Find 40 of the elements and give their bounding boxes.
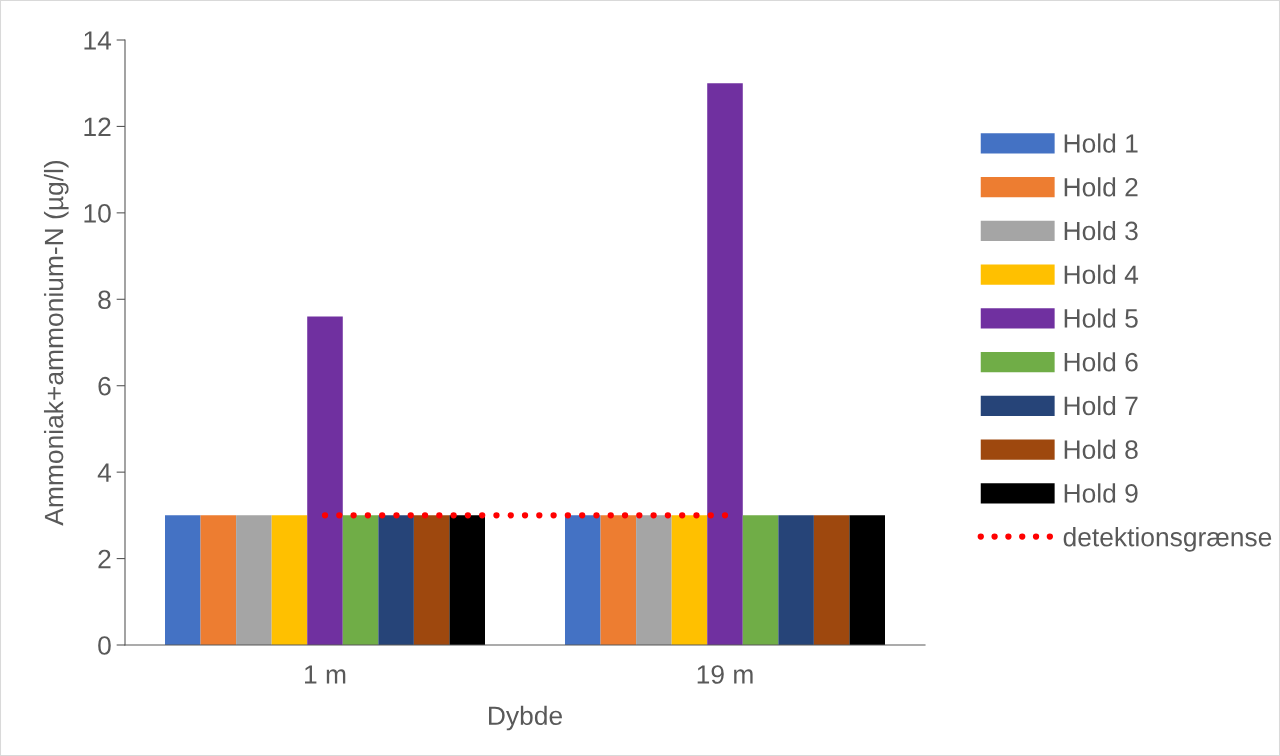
bar — [236, 515, 272, 645]
y-tick-label: 12 — [84, 117, 111, 136]
bar — [636, 515, 672, 645]
legend-label: Hold 4 — [1064, 264, 1139, 285]
legend-label: detektionsgrænse — [1063, 527, 1272, 552]
bar — [307, 316, 343, 645]
x-tick-label: 1 m — [305, 665, 346, 684]
legend-label: Hold 9 — [1064, 483, 1138, 503]
y-tick-label: 4 — [97, 463, 112, 482]
legend-label: Hold 1 — [1064, 133, 1138, 153]
y-tick-label: 8 — [98, 290, 111, 310]
bar — [378, 515, 414, 645]
legend-label: Hold 6 — [1064, 352, 1138, 372]
bar — [449, 515, 485, 645]
bar — [742, 515, 779, 645]
legend-label: Hold 5 — [1064, 308, 1138, 328]
bar — [600, 515, 637, 645]
bar — [200, 515, 237, 645]
legend-label: Hold 7 — [1064, 395, 1138, 416]
y-tick-label: 2 — [98, 549, 111, 569]
bar — [849, 515, 885, 645]
y-tick-label: 14 — [84, 31, 112, 50]
bar — [813, 515, 850, 645]
bar — [565, 515, 601, 645]
y-tick-label: 0 — [98, 636, 111, 655]
bar — [342, 515, 379, 645]
bar — [271, 515, 308, 645]
bar — [413, 515, 450, 645]
bar — [165, 515, 201, 645]
y-tick-label: 6 — [98, 376, 111, 396]
x-axis-title: Dybde — [489, 705, 562, 731]
legend-label: Hold 2 — [1064, 177, 1138, 197]
bar — [778, 515, 814, 645]
bar — [707, 83, 743, 645]
legend-label: Hold 8 — [1064, 439, 1138, 459]
x-tick-label: 19 m — [697, 665, 753, 684]
y-axis-title: Ammoniak+ammonium-N (µg/l) — [43, 160, 69, 526]
y-tick-label: 10 — [84, 203, 111, 223]
legend-label: Hold 3 — [1064, 220, 1138, 241]
bar — [671, 515, 708, 645]
